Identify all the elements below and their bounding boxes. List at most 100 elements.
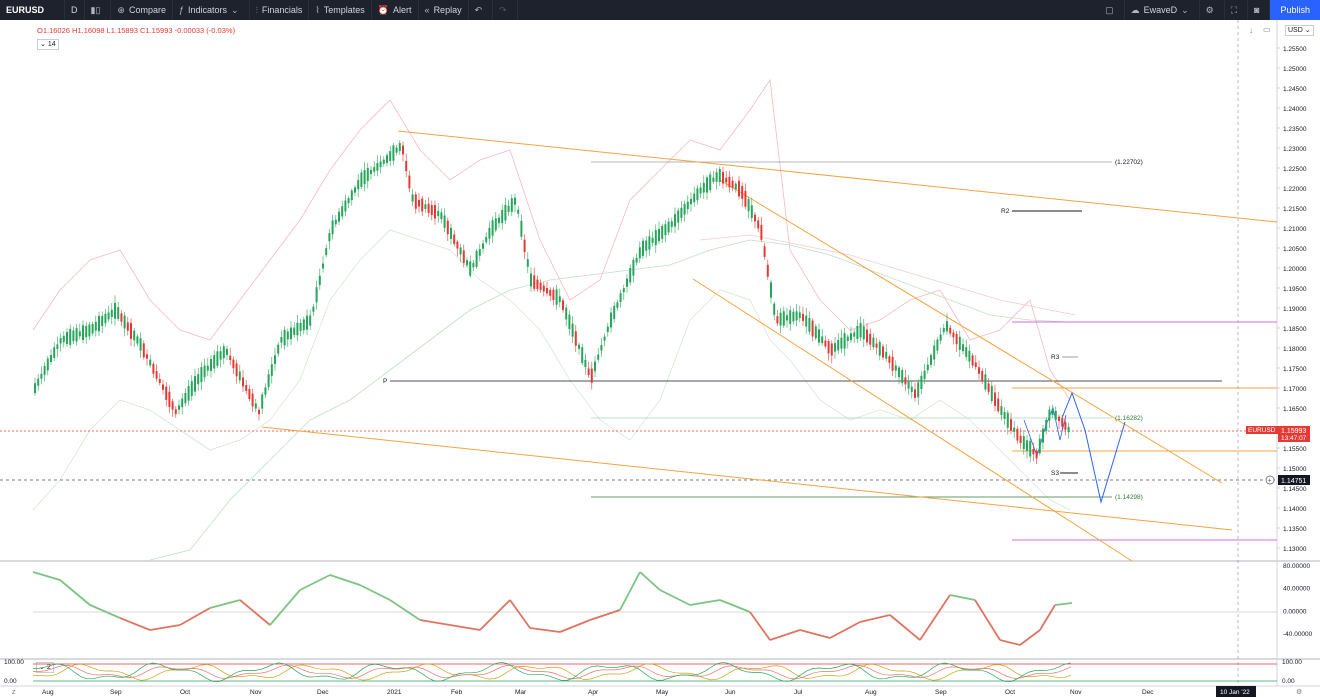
candle-body <box>85 325 88 338</box>
oscillator-segment <box>1039 604 1056 631</box>
settings-button[interactable]: ⚙ <box>1200 0 1225 20</box>
oscillator-segment <box>999 639 1021 646</box>
interval-button[interactable]: D <box>65 0 85 20</box>
publish-button[interactable]: Publish <box>1270 0 1320 20</box>
plus-circle-icon[interactable] <box>1265 475 1275 485</box>
candle-body <box>469 261 472 276</box>
candle-body <box>757 220 760 229</box>
chevron-down-icon: ⌄ <box>40 41 46 48</box>
lower-trendline[interactable] <box>261 426 1233 531</box>
candle-body <box>34 383 36 394</box>
candle-body <box>590 368 593 383</box>
undo-icon: ↶ <box>474 4 483 15</box>
indicator-legend-toggle[interactable]: ⌄ 14 <box>37 39 59 50</box>
candle-body <box>1010 419 1012 431</box>
time-tick-label: Mar <box>515 689 527 696</box>
price-tick-label: 1.18000 <box>1283 346 1307 353</box>
candle-body <box>258 409 260 415</box>
candle-body <box>613 305 616 320</box>
price-tick-label: 1.18500 <box>1283 326 1307 333</box>
oscillator-segment <box>719 599 751 613</box>
alert-button[interactable]: ⏰ Alert <box>372 0 419 20</box>
scale-settings-icon[interactable]: ⚙ <box>1296 688 1302 696</box>
chart-canvas[interactable]: 1.25500 1.25000 1.24500 1.24000 1.23500 1.230… <box>0 20 1320 698</box>
candle-body <box>456 241 459 249</box>
time-tick-label: Apr <box>588 689 599 696</box>
financials-button[interactable]: ⫶ Financials <box>250 0 310 20</box>
candle-body <box>939 334 942 341</box>
oscillator-segment <box>329 574 361 586</box>
candle-body <box>872 337 875 348</box>
indicators-button[interactable]: ƒ Indicators ⌄ <box>173 0 250 20</box>
templates-button[interactable]: ⌇ Templates <box>309 0 372 20</box>
osc-param: 2 <box>46 664 51 671</box>
compare-button[interactable]: ⊕ Compare <box>111 0 173 20</box>
cloud-icon: ☁ <box>1130 4 1140 15</box>
candle-body <box>533 275 536 289</box>
layout-name-button[interactable]: ☁ EwaveD ⌄ <box>1125 0 1200 20</box>
chart-type-button[interactable]: ▮▯ <box>85 0 112 20</box>
channel-upper-line[interactable] <box>719 179 1223 484</box>
fx-icon: ƒ <box>178 5 184 15</box>
oscillator-segment <box>509 599 531 629</box>
candle-body <box>322 263 324 269</box>
candle-body <box>398 143 401 152</box>
candle-body <box>1006 412 1009 428</box>
price-tick-label: 1.19000 <box>1283 306 1307 313</box>
maximize-pane-icon[interactable]: ▭ <box>1263 25 1271 34</box>
candle-body <box>66 331 68 345</box>
oscillator-segment <box>89 604 121 619</box>
candle-body <box>421 198 424 212</box>
candle-body <box>1000 406 1003 416</box>
projection-path[interactable] <box>1061 391 1126 504</box>
candle-body <box>174 409 177 415</box>
drawings[interactable] <box>0 20 1278 686</box>
price-scale[interactable]: 1.25500 1.25000 1.24500 1.24000 1.23500 1.230… <box>1277 46 1307 553</box>
candle-body <box>427 203 430 214</box>
candle-body <box>949 327 952 334</box>
oscillator-scale[interactable]: 80.00000 40.00000 0.00000 -40.00000 <box>1283 563 1313 638</box>
layout-toggle-button[interactable]: ▢ <box>1099 0 1125 20</box>
candle-body <box>94 321 97 331</box>
candle-body <box>107 312 110 320</box>
chevron-down-icon: ⌄ <box>231 4 239 15</box>
scroll-down-icon[interactable]: ↓ <box>1249 26 1253 35</box>
oscillator-segment <box>119 617 151 631</box>
templates-icon: ⌇ <box>315 4 320 15</box>
candle-body <box>520 220 523 237</box>
price-tick-label: 1.15500 <box>1283 446 1307 453</box>
symbol-search[interactable]: EURUSD <box>0 0 66 20</box>
candle-body <box>1048 409 1051 421</box>
fullscreen-button[interactable]: ⛶ <box>1225 0 1249 20</box>
candle-body <box>43 365 46 375</box>
candle-body <box>856 325 859 339</box>
candle-body <box>229 355 232 361</box>
candle-body <box>658 228 660 242</box>
replay-button[interactable]: « Replay <box>419 0 469 20</box>
candle-body <box>837 339 840 351</box>
price-tick-label: 1.16500 <box>1283 406 1307 413</box>
candle-body <box>299 322 302 331</box>
timezone-icon[interactable]: z <box>12 689 16 696</box>
candle-body <box>558 296 561 303</box>
candle-body <box>635 257 638 263</box>
currency-selector[interactable]: USD ⌄ <box>1285 25 1314 36</box>
candle-body <box>165 386 168 400</box>
candle-body <box>226 348 228 355</box>
time-scale[interactable]: Aug Sep Oct Nov Dec 2021 Feb Mar Apr May Jun Jul Aug… <box>42 689 1154 696</box>
candle-body <box>750 205 753 218</box>
candle-body <box>1019 435 1022 444</box>
oscillator-segment <box>749 611 771 641</box>
price-tick-label: 1.24000 <box>1283 106 1307 113</box>
candle-body <box>523 239 526 253</box>
candle-body <box>344 200 347 212</box>
channel-lower-line[interactable] <box>692 278 1133 562</box>
redo-button[interactable]: ↷ <box>493 0 518 20</box>
snapshot-button[interactable]: ◙ <box>1248 0 1271 20</box>
upper-trendline[interactable] <box>397 130 1278 223</box>
undo-button[interactable]: ↶ <box>469 0 494 20</box>
candle-body <box>638 247 641 259</box>
candle-body <box>971 355 974 366</box>
candle-body <box>440 212 443 220</box>
time-tick-label: Feb <box>451 689 463 696</box>
